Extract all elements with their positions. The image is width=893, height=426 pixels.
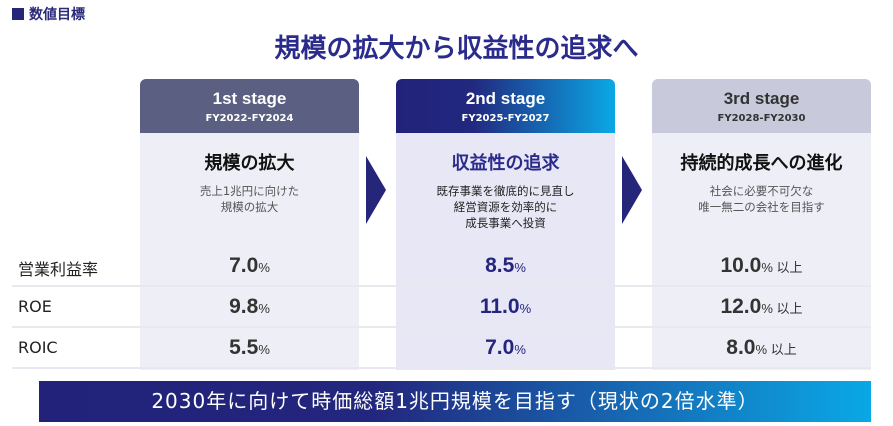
metric-value: 11.0% xyxy=(479,295,532,318)
stage-heading: 規模の拡大 xyxy=(204,153,295,174)
metric-value: 8.5% xyxy=(485,254,526,277)
metric-row: ROE 9.8% 11.0% 12.0% 以上 xyxy=(12,287,871,328)
metric-value: 12.0% 以上 xyxy=(720,295,803,318)
section-label: 数値目標 xyxy=(12,4,85,24)
metric-value: 8.0% 以上 xyxy=(726,336,797,359)
stage-desc-line: 唯一無二の会社を目指す xyxy=(698,200,825,214)
goal-banner: 2030年に向けて時価総額1兆円規模を目指す（現状の2倍水準） xyxy=(39,381,871,422)
stage-desc-line: 社会に必要不可欠な xyxy=(709,184,814,198)
metric-value: 5.5% xyxy=(229,336,270,359)
stage-name: 3rd stage xyxy=(723,89,800,108)
metric-value: 9.8% xyxy=(229,295,270,318)
arrow-right-icon xyxy=(622,156,642,224)
stage-heading: 収益性の追求 xyxy=(451,153,560,174)
metric-row: ROIC 5.5% 7.0% 8.0% 以上 xyxy=(12,328,871,369)
stage-period: FY2025-FY2027 xyxy=(461,113,550,124)
stage-2-column: 2nd stage FY2025-FY2027 収益性の追求 既存事業を徹底的に見… xyxy=(396,79,615,370)
metric-row: 営業利益率 7.0% 8.5% 10.0% 以上 xyxy=(12,246,871,287)
metric-label: ROE xyxy=(18,297,52,316)
stage-desc-line: 規模の拡大 xyxy=(220,200,279,214)
stage-desc-line: 売上1兆円に向けた xyxy=(199,184,300,198)
arrow-right-icon xyxy=(366,156,386,224)
stage-name: 2nd stage xyxy=(465,89,546,108)
stage-desc-line: 経営資源を効率的に xyxy=(453,200,558,214)
metric-label: 営業利益率 xyxy=(18,260,99,279)
page-title: 規模の拡大から収益性の追求へ xyxy=(274,34,639,64)
metric-value: 7.0% xyxy=(229,254,270,277)
stage-period: FY2028-FY2030 xyxy=(717,113,806,124)
metric-label: ROIC xyxy=(18,338,58,357)
metric-value: 10.0% 以上 xyxy=(720,254,803,277)
square-bullet-icon xyxy=(12,8,24,20)
stage-1-column: 1st stage FY2022-FY2024 規模の拡大 売上1兆円に向けた 規模… xyxy=(140,79,359,370)
stage-heading: 持続的成長への進化 xyxy=(680,153,843,174)
stage-desc-line: 成長事業へ投資 xyxy=(465,216,546,230)
stage-3-column: 3rd stage FY2028-FY2030 持続的成長への進化 社会に必要不可… xyxy=(652,79,871,370)
stage-name: 1st stage xyxy=(212,89,287,108)
stage-period: FY2022-FY2024 xyxy=(205,113,294,124)
metric-value: 7.0% xyxy=(485,336,526,359)
stage-desc-line: 既存事業を徹底的に見直し xyxy=(436,184,575,198)
